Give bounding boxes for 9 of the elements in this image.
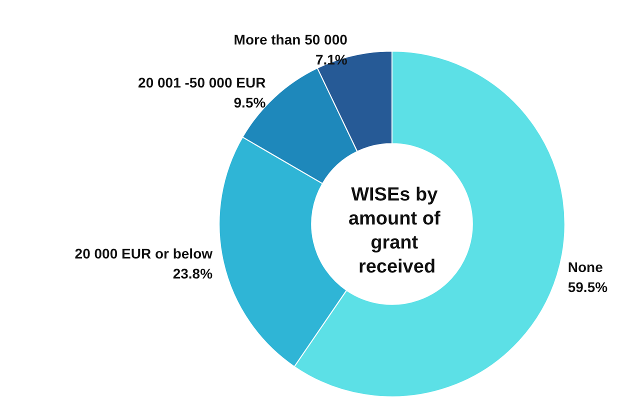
slice-label: 20 000 EUR or below: [74, 245, 213, 262]
data-label: 59.5%: [568, 278, 608, 295]
data-label: 7.1%: [315, 52, 348, 68]
text: WISEs by amount of grant received: [348, 184, 446, 278]
data-label: 23.8%: [172, 265, 214, 282]
slice-label: More than 50 000: [234, 32, 348, 48]
slice-label: None: [568, 258, 604, 275]
data-label: 9.5%: [234, 94, 266, 111]
slice-label: 20 001 -50 000 EUR: [138, 74, 266, 91]
